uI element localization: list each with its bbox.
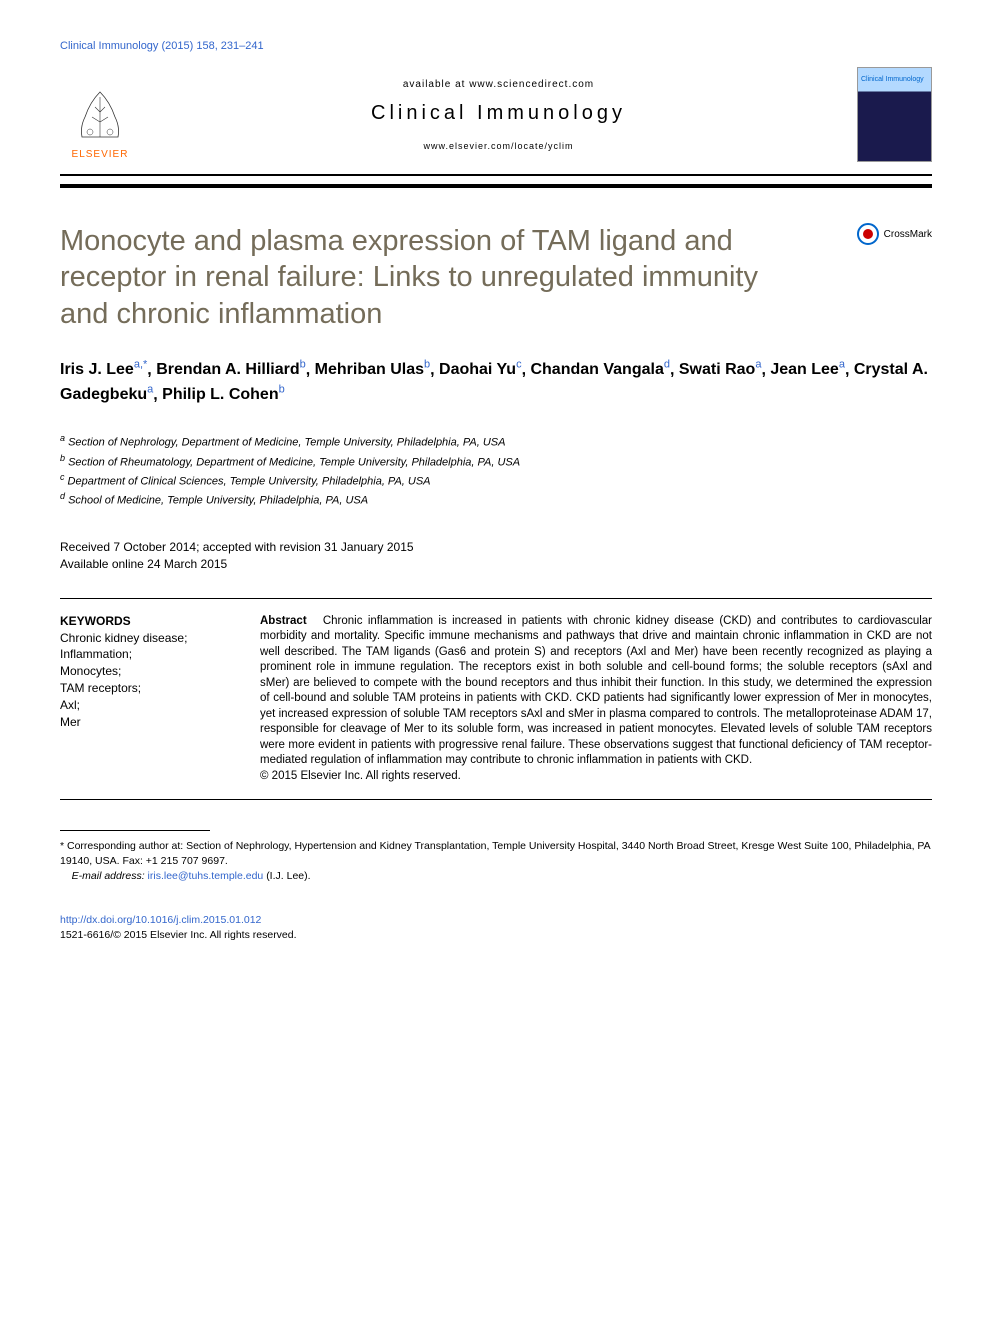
author: Jean Leea [770, 361, 845, 378]
header-divider [60, 184, 932, 188]
corresponding-text: Section of Nephrology, Hypertension and … [60, 840, 930, 867]
crossmark-icon [857, 223, 879, 245]
header-box: ELSEVIER available at www.sciencedirect.… [60, 67, 932, 176]
authors-list: Iris J. Leea,*, Brendan A. Hilliardb, Me… [60, 357, 932, 408]
journal-reference: Clinical Immunology (2015) 158, 231–241 [60, 40, 932, 52]
abstract-label: Abstract [260, 615, 307, 627]
elsevier-tree-icon [70, 87, 130, 147]
journal-url[interactable]: www.elsevier.com/locate/yclim [140, 141, 857, 151]
header-center: available at www.sciencedirect.com Clini… [140, 79, 857, 151]
affiliation: b Section of Rheumatology, Department of… [60, 452, 932, 471]
publication-dates: Received 7 October 2014; accepted with r… [60, 539, 932, 573]
corresponding-author: * Corresponding author at: Section of Ne… [60, 839, 932, 868]
date-online: Available online 24 March 2015 [60, 556, 932, 573]
crossmark-badge[interactable]: CrossMark [857, 223, 932, 245]
keywords-section: KEYWORDS Chronic kidney disease;Inflamma… [60, 614, 230, 785]
author: Chandan Vangalad [530, 361, 670, 378]
affiliation: c Department of Clinical Sciences, Templ… [60, 471, 932, 490]
doi-section: http://dx.doi.org/10.1016/j.clim.2015.01… [60, 913, 932, 942]
email-label: E-mail address: [72, 870, 145, 882]
keywords-heading: KEYWORDS [60, 614, 230, 628]
author: Daohai Yuc [439, 361, 522, 378]
affiliations-list: a Section of Nephrology, Department of M… [60, 432, 932, 509]
crossmark-label: CrossMark [884, 229, 932, 240]
email-author: (I.J. Lee). [266, 870, 310, 882]
available-text: available at www.sciencedirect.com [140, 79, 857, 90]
elsevier-logo[interactable]: ELSEVIER [60, 70, 140, 160]
article-title: Monocyte and plasma expression of TAM li… [60, 223, 780, 332]
email-link[interactable]: iris.lee@tuhs.temple.edu [148, 870, 264, 882]
abstract-text: Chronic inflammation is increased in pat… [260, 615, 932, 767]
doi-link[interactable]: http://dx.doi.org/10.1016/j.clim.2015.01… [60, 913, 932, 928]
journal-name: Clinical Immunology [140, 102, 857, 125]
author: Mehriban Ulasb [315, 361, 430, 378]
author: Swati Raoa [679, 361, 762, 378]
abstract-copyright: © 2015 Elsevier Inc. All rights reserved… [260, 769, 932, 785]
email-line: E-mail address: iris.lee@tuhs.temple.edu… [60, 869, 932, 884]
title-row: Monocyte and plasma expression of TAM li… [60, 223, 932, 357]
journal-cover-thumbnail[interactable]: Clinical Immunology [857, 67, 932, 162]
issn-copyright: 1521-6616/© 2015 Elsevier Inc. All right… [60, 928, 932, 943]
elsevier-label: ELSEVIER [72, 149, 129, 160]
affiliation: d School of Medicine, Temple University,… [60, 490, 932, 509]
author: Philip L. Cohenb [162, 386, 285, 403]
cover-title: Clinical Immunology [861, 76, 924, 83]
footnotes: * Corresponding author at: Section of Ne… [60, 839, 932, 883]
keywords-list: Chronic kidney disease;Inflammation;Mono… [60, 630, 230, 731]
author: Iris J. Leea,* [60, 361, 147, 378]
footnote-divider [60, 830, 210, 831]
keywords-abstract-box: KEYWORDS Chronic kidney disease;Inflamma… [60, 598, 932, 801]
corresponding-label: * Corresponding author at: [60, 840, 183, 852]
author: Brendan A. Hilliardb [156, 361, 306, 378]
affiliation: a Section of Nephrology, Department of M… [60, 432, 932, 451]
abstract-section: Abstract Chronic inflammation is increas… [260, 614, 932, 785]
date-received: Received 7 October 2014; accepted with r… [60, 539, 932, 556]
